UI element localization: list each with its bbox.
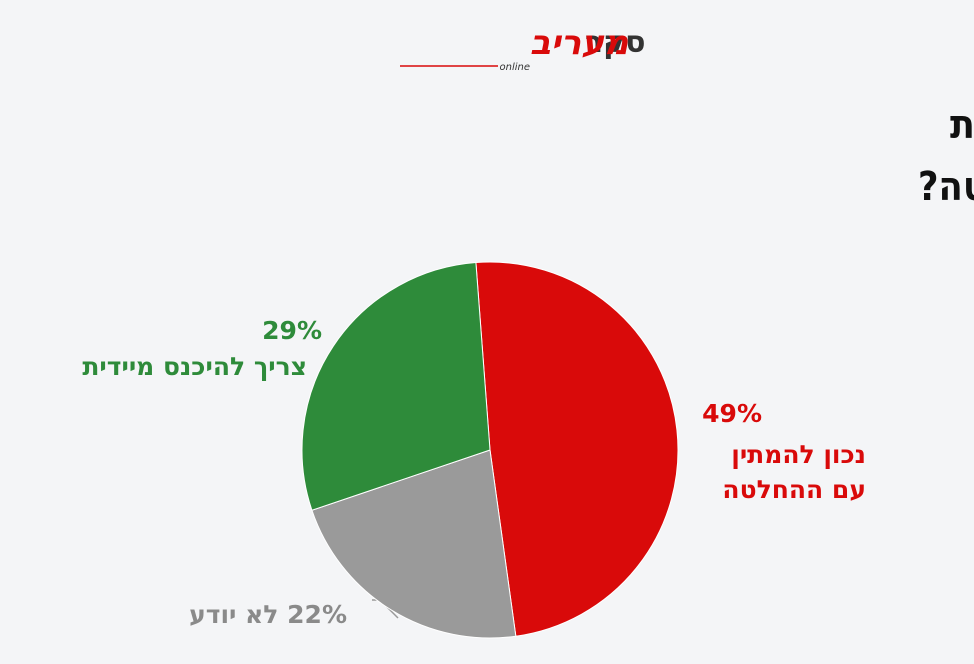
title-line: האם לדעתכם על צהל להיכנס מיידית לפעולה ק… [950, 102, 974, 148]
pie-slice [475, 261, 679, 637]
logo: מעריב [530, 23, 630, 63]
pie-slice [301, 261, 491, 511]
title-line: נרחבת ברצועת עזה או שנכון להמתין עם ההחל… [918, 164, 974, 210]
category-label: לא יודע [189, 600, 279, 629]
value-label: 22% [287, 600, 347, 629]
category-label: צריך להיכנס מיידית [82, 352, 307, 381]
slice-label: 22% לא יודע [189, 597, 347, 632]
value-label: 29% [262, 316, 322, 345]
pie-slice [311, 449, 517, 639]
value-label: 49% [702, 399, 762, 428]
logo-sub: online [499, 62, 530, 73]
source-label: סקר [585, 25, 646, 60]
category-label: נכון להמתין עם ההחלטה [722, 440, 866, 504]
